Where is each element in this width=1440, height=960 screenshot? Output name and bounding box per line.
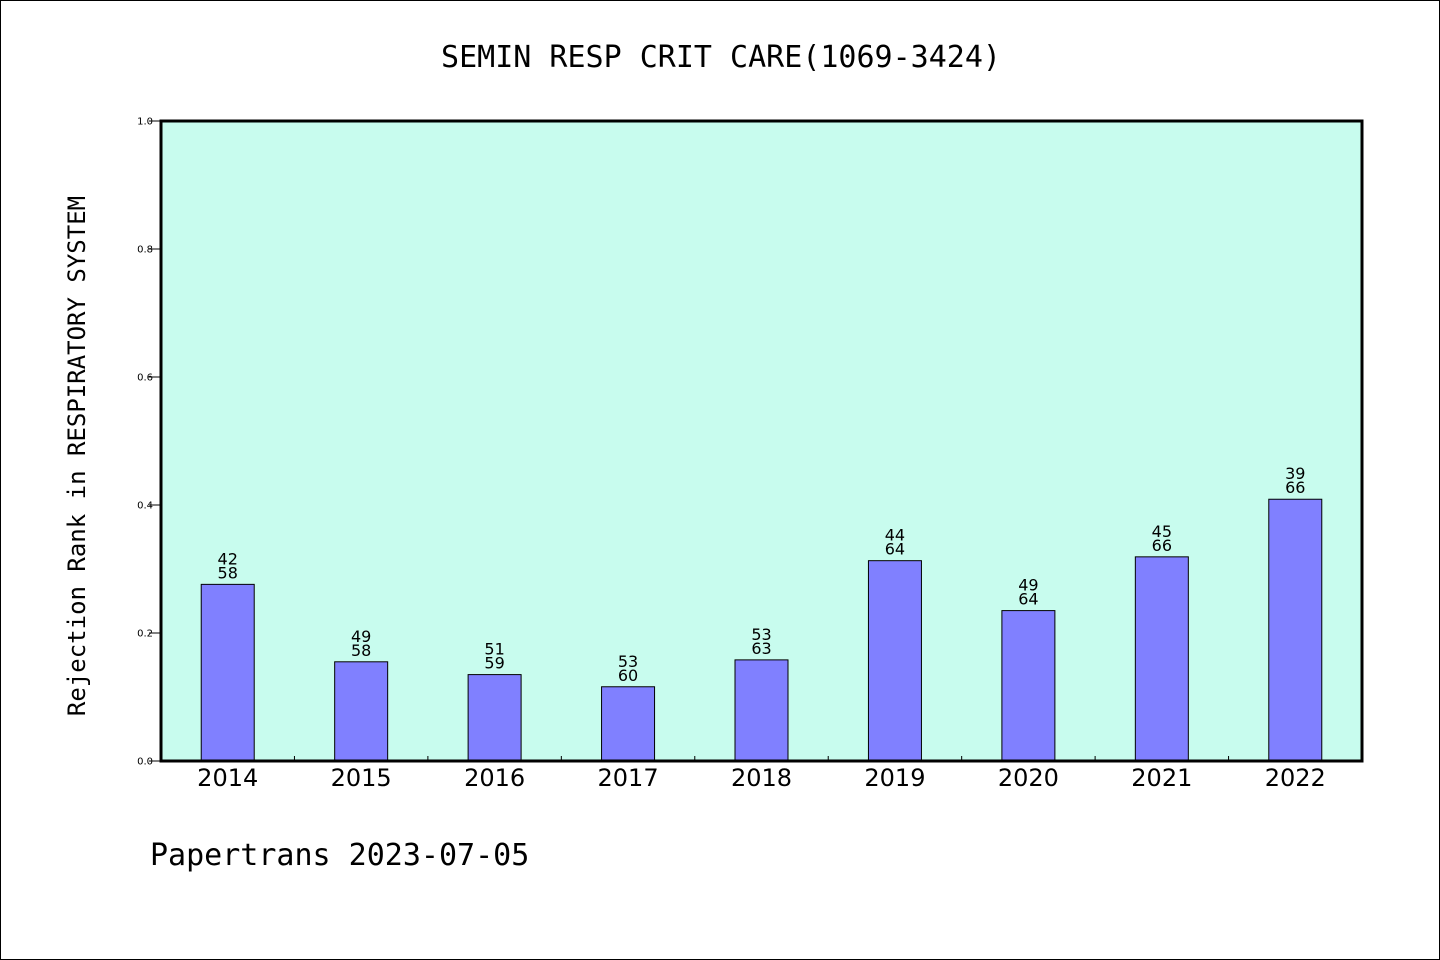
x-tick-label: 2017 xyxy=(598,764,659,792)
footer-watermark: Papertrans 2023-07-05 xyxy=(150,838,529,873)
bar-2014 xyxy=(200,583,255,762)
y-axis-label: Rejection Rank in RESPIRATORY SYSTEM xyxy=(63,196,91,716)
y-tick-label: 0.6 xyxy=(137,373,153,384)
bar-2017 xyxy=(601,686,656,762)
bar-label-top-2017: 53 xyxy=(618,652,638,671)
bar-label-top-2021: 45 xyxy=(1152,522,1172,541)
bar-label-bottom-2020: 64 xyxy=(1018,590,1038,609)
bar-label-top-2014: 42 xyxy=(218,549,238,568)
bar-label-bottom-2016: 59 xyxy=(484,654,504,673)
bar-label-top-2020: 49 xyxy=(1018,576,1038,595)
chart-title: SEMIN RESP CRIT CARE(1069-3424) xyxy=(441,40,1001,75)
bar-label-bottom-2017: 60 xyxy=(618,666,638,685)
x-tick-label: 2016 xyxy=(464,764,525,792)
bar-label-top-2018: 53 xyxy=(751,625,771,644)
plot-border xyxy=(159,119,1364,763)
bar-label-bottom-2021: 66 xyxy=(1152,536,1172,555)
bars xyxy=(200,498,1323,762)
x-tick-label: 2021 xyxy=(1131,764,1192,792)
y-axis-ticks: 0.0 0.2 0.4 0.6 0.8 1.0 xyxy=(137,117,161,768)
bar-2021 xyxy=(1134,556,1189,762)
bar-label-bottom-2022: 66 xyxy=(1285,478,1305,497)
x-tick-label: 2014 xyxy=(197,764,258,792)
y-tick-label: 0.2 xyxy=(137,629,153,640)
bar-2020 xyxy=(1001,610,1056,762)
x-axis-labels: 2014 2015 2016 2017 2018 2019 2020 2021 2022 xyxy=(197,764,1326,792)
y-tick-label: 0.4 xyxy=(137,501,153,512)
bar-label-bottom-2019: 64 xyxy=(885,540,905,559)
bar-label-top-2016: 51 xyxy=(484,640,504,659)
x-tick-label: 2019 xyxy=(864,764,925,792)
bar-2019 xyxy=(867,560,922,762)
bar-2022 xyxy=(1268,498,1323,762)
bar-label-top-2019: 44 xyxy=(885,526,905,545)
x-tick-label: 2015 xyxy=(331,764,392,792)
x-tick-label: 2022 xyxy=(1265,764,1326,792)
bar-label-top-2022: 39 xyxy=(1285,464,1305,483)
y-tick-label: 1.0 xyxy=(137,117,153,128)
bar-label-bottom-2015: 58 xyxy=(351,641,371,660)
y-tick-label: 0.0 xyxy=(137,757,153,768)
bar-label-bottom-2018: 63 xyxy=(751,639,771,658)
bar-2016 xyxy=(467,674,522,762)
y-tick-label: 0.8 xyxy=(137,245,153,256)
bar-label-bottom-2014: 58 xyxy=(218,563,238,582)
x-tick-label: 2018 xyxy=(731,764,792,792)
x-tick-label: 2020 xyxy=(998,764,1059,792)
bar-2015 xyxy=(334,661,389,762)
bar-2018 xyxy=(734,659,789,762)
bar-label-top-2015: 49 xyxy=(351,627,371,646)
